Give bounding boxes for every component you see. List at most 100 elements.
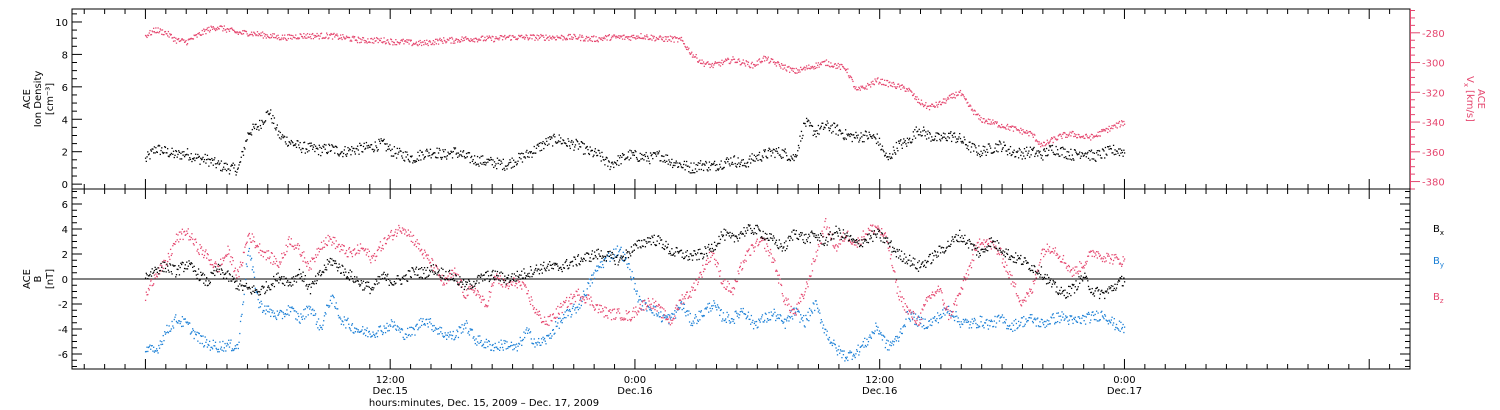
ion-density-point bbox=[328, 144, 331, 147]
ion-density-point bbox=[987, 143, 990, 145]
ion-density-point bbox=[345, 154, 347, 156]
by-point bbox=[937, 322, 940, 324]
ion-density-point bbox=[439, 149, 441, 151]
vx-point bbox=[1020, 127, 1022, 130]
by-point bbox=[593, 272, 595, 274]
ion-density-point bbox=[963, 136, 965, 138]
by-point bbox=[983, 327, 985, 329]
by-point bbox=[959, 323, 961, 326]
ion-density-point bbox=[428, 152, 430, 154]
by-point bbox=[479, 335, 481, 337]
vx-point bbox=[155, 27, 157, 29]
by-point bbox=[349, 328, 351, 330]
bz-point bbox=[424, 251, 426, 253]
bz-point bbox=[636, 314, 638, 316]
vx-point bbox=[1090, 139, 1092, 141]
by-point bbox=[362, 326, 364, 328]
vx-point bbox=[365, 40, 367, 42]
ion-density-point bbox=[352, 147, 354, 150]
by-point bbox=[839, 349, 842, 351]
by-point bbox=[453, 339, 455, 341]
ion-density-point bbox=[1123, 149, 1125, 151]
vx-point bbox=[1068, 135, 1070, 137]
vx-point bbox=[1070, 132, 1073, 134]
by-point bbox=[828, 339, 830, 341]
by-point bbox=[960, 321, 962, 323]
ion-density-point bbox=[398, 147, 401, 150]
by-point bbox=[518, 343, 521, 345]
by-point bbox=[762, 321, 764, 323]
vx-point bbox=[1092, 137, 1094, 139]
ion-density-point bbox=[892, 153, 894, 155]
bz-point bbox=[160, 270, 162, 272]
ion-density-point bbox=[846, 133, 848, 135]
bz-point bbox=[702, 264, 704, 267]
vx-point bbox=[630, 39, 632, 41]
ion-density-point bbox=[388, 148, 390, 150]
bz-point bbox=[412, 234, 415, 237]
by-point bbox=[1045, 325, 1048, 327]
vx-point bbox=[860, 85, 862, 87]
ion-density-point bbox=[688, 166, 691, 168]
bz-point bbox=[710, 251, 713, 253]
by-point bbox=[242, 301, 245, 303]
bz-point bbox=[347, 256, 349, 258]
ion-density-point bbox=[833, 122, 835, 124]
ion-density-point bbox=[541, 142, 543, 145]
ion-density-point bbox=[577, 141, 579, 143]
vx-point bbox=[770, 58, 772, 60]
ion-density-point bbox=[264, 120, 267, 122]
ion-density-point bbox=[1028, 150, 1030, 152]
bz-point bbox=[175, 240, 177, 243]
ion-density-point bbox=[1042, 159, 1044, 161]
vx-point bbox=[557, 36, 560, 38]
by-point bbox=[577, 306, 579, 308]
by-point bbox=[922, 318, 924, 320]
bz-point bbox=[292, 245, 294, 248]
ion-density-point bbox=[360, 144, 362, 146]
bz-point bbox=[275, 258, 277, 260]
bz-point bbox=[811, 263, 813, 265]
ion-density-point bbox=[1041, 154, 1043, 157]
by-point bbox=[423, 323, 425, 326]
vx-point bbox=[911, 94, 914, 97]
bz-point bbox=[509, 281, 511, 283]
by-point bbox=[632, 276, 635, 279]
bz-point bbox=[225, 255, 228, 257]
vx-point bbox=[697, 61, 700, 63]
ion-density-point bbox=[524, 157, 527, 159]
vx-point bbox=[985, 119, 987, 121]
by-point bbox=[378, 326, 380, 328]
bz-point bbox=[505, 284, 507, 287]
bz-point bbox=[266, 250, 268, 252]
by-point bbox=[730, 321, 732, 323]
ion-density-point bbox=[343, 149, 345, 151]
by-point bbox=[971, 318, 973, 320]
bz-point bbox=[408, 233, 410, 236]
ion-density-point bbox=[416, 158, 418, 160]
ion-density-point bbox=[543, 142, 546, 144]
vx-point bbox=[685, 48, 688, 51]
vx-point bbox=[512, 36, 515, 38]
ion-density-point bbox=[974, 145, 976, 147]
vx-point bbox=[804, 69, 806, 71]
by-point bbox=[304, 308, 306, 310]
by-point bbox=[855, 353, 857, 355]
by-point bbox=[585, 294, 588, 296]
by-point bbox=[634, 282, 636, 285]
ion-density-point bbox=[777, 152, 779, 154]
bz-point bbox=[796, 303, 798, 305]
ion-density-point bbox=[549, 136, 551, 138]
vx-point bbox=[696, 57, 698, 59]
by-point bbox=[354, 331, 357, 333]
ion-density-point bbox=[1094, 159, 1096, 162]
by-point bbox=[424, 324, 426, 326]
bz-point bbox=[318, 251, 320, 253]
bz-point bbox=[404, 233, 406, 235]
bz-point bbox=[268, 257, 270, 260]
ion-density-point bbox=[939, 140, 942, 142]
vx-point bbox=[897, 83, 899, 85]
ion-density-point bbox=[551, 137, 553, 139]
ion-density-point bbox=[255, 123, 257, 125]
